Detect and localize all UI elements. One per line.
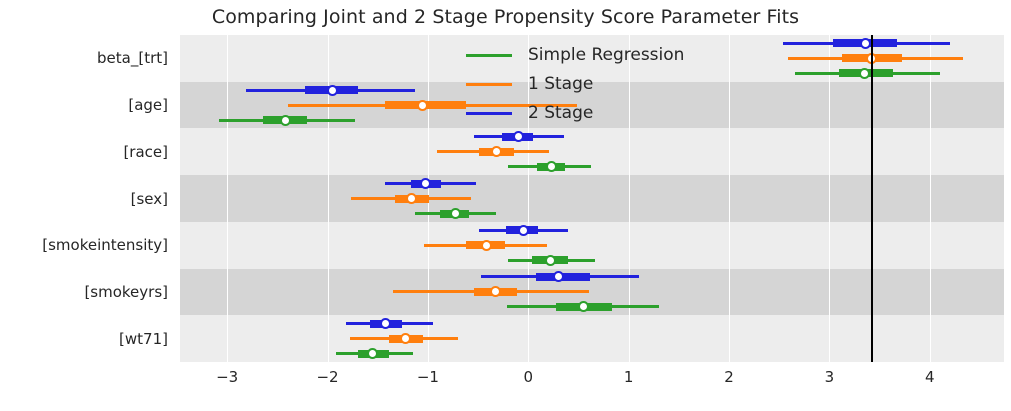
point-estimate-1-stage-3 — [406, 193, 418, 204]
point-estimate-simple-regression-0 — [858, 67, 870, 79]
y-tick-label-wt71: [wt71] — [119, 329, 168, 348]
legend-label: 1 Stage — [528, 74, 594, 94]
gridline-x-2 — [728, 35, 730, 362]
point-estimate-2-stage-3 — [420, 178, 432, 189]
legend-label: 2 Stage — [528, 103, 594, 123]
point-estimate-simple-regression-5 — [577, 301, 589, 313]
point-estimate-2-stage-2 — [512, 131, 524, 143]
point-estimate-2-stage-0 — [859, 37, 871, 49]
legend-item-1-stage[interactable]: 1 Stage — [466, 71, 684, 97]
point-estimate-1-stage-1 — [417, 99, 429, 111]
y-tick-label-sex: [sex] — [130, 189, 168, 208]
point-estimate-simple-regression-1 — [279, 114, 291, 126]
x-tick-label-0: 0 — [523, 368, 534, 386]
point-estimate-1-stage-2 — [490, 146, 502, 158]
legend: Simple Regression 1 Stage 2 Stage — [466, 42, 684, 126]
gridline-x-1 — [628, 35, 630, 362]
reference-line — [870, 35, 873, 362]
point-estimate-1-stage-5 — [489, 286, 501, 298]
x-tick-label--2: −2 — [316, 368, 339, 386]
page-title: Comparing Joint and 2 Stage Propensity S… — [211, 6, 800, 28]
legend-label: Simple Regression — [528, 45, 685, 65]
point-estimate-simple-regression-6 — [367, 348, 379, 360]
y-tick-label-beta_trt: beta_[trt] — [97, 49, 168, 68]
gridline-x--2 — [327, 35, 329, 362]
x-tick-label-1: 1 — [623, 368, 634, 386]
row-band-wt71 — [180, 315, 1004, 362]
point-estimate-1-stage-6 — [400, 333, 412, 345]
gridline-x-4 — [929, 35, 931, 362]
legend-item-simple-regression[interactable]: Simple Regression — [466, 42, 684, 68]
y-tick-label-age: [age] — [128, 96, 168, 115]
point-estimate-2-stage-5 — [552, 271, 564, 283]
row-band-sex — [180, 175, 1004, 222]
point-estimate-simple-regression-2 — [545, 161, 557, 173]
plot-area — [180, 35, 1004, 362]
x-tick-label-4: 4 — [924, 368, 935, 386]
x-tick-label--1: −1 — [416, 368, 439, 386]
point-estimate-simple-regression-4 — [544, 254, 556, 266]
y-tick-label-race: [race] — [123, 142, 168, 161]
legend-swatch-icon — [466, 53, 512, 57]
point-estimate-simple-regression-3 — [449, 208, 461, 219]
point-estimate-2-stage-6 — [380, 318, 392, 330]
point-estimate-2-stage-4 — [517, 224, 529, 236]
y-tick-label-smokeintensity: [smokeintensity] — [42, 236, 168, 255]
x-tick-label-2: 2 — [724, 368, 734, 386]
gridline-x--3 — [227, 35, 229, 362]
legend-swatch-icon — [466, 111, 512, 115]
point-estimate-1-stage-4 — [480, 239, 492, 251]
gridline-x-3 — [829, 35, 831, 362]
gridline-x-0 — [528, 35, 530, 362]
y-tick-label-smokeyrs: [smokeyrs] — [84, 282, 168, 301]
legend-swatch-icon — [466, 82, 512, 86]
point-estimate-2-stage-1 — [327, 84, 339, 96]
x-tick-label--3: −3 — [216, 368, 239, 386]
legend-item-2-stage[interactable]: 2 Stage — [466, 100, 684, 126]
row-band-race — [180, 128, 1004, 175]
x-tick-label-3: 3 — [824, 368, 835, 386]
